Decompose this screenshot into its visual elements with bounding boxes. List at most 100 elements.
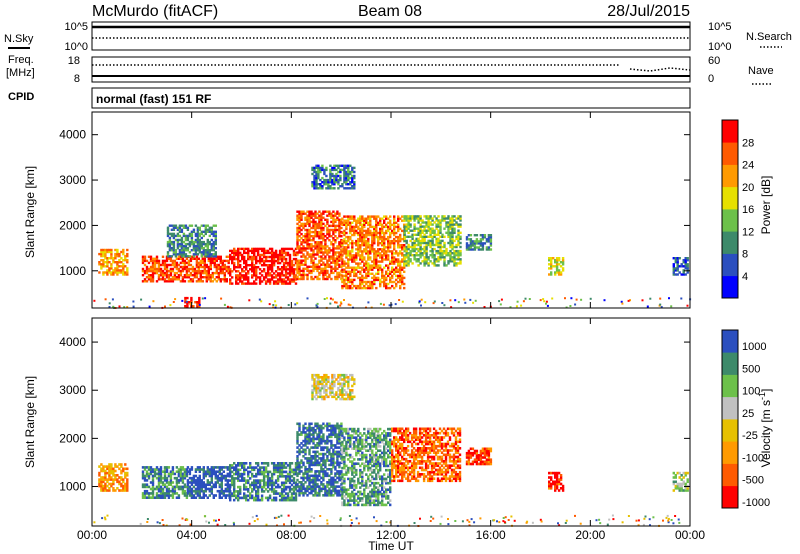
echo-cell	[361, 219, 364, 222]
echo-cell	[471, 242, 475, 245]
echo-cell	[423, 221, 426, 224]
echo-cell	[280, 251, 284, 255]
echo-cell	[188, 476, 192, 480]
echo-cell	[403, 266, 406, 269]
echo-cell	[409, 219, 412, 222]
echo-cell	[272, 490, 276, 493]
echo-cell	[377, 231, 380, 235]
echo-cell	[202, 481, 205, 484]
echo-cell	[322, 269, 325, 273]
echo-cell	[169, 472, 173, 476]
echo-cell	[198, 487, 201, 491]
echo-cell	[686, 265, 689, 268]
echo-cell	[686, 263, 689, 266]
echo-cell	[241, 276, 244, 279]
echo-cell	[363, 270, 366, 273]
echo-cell	[387, 266, 390, 269]
echo-cell	[300, 481, 303, 484]
echo-cell	[258, 485, 262, 489]
echo-cell	[334, 261, 337, 264]
echo-cell	[231, 276, 234, 279]
echo-cell	[168, 236, 172, 240]
echo-cell	[316, 422, 319, 426]
echo-cell	[357, 244, 360, 247]
echo-cell	[467, 248, 471, 251]
echo-cell	[447, 215, 450, 218]
echo-cell	[365, 231, 368, 235]
echo-cell	[231, 282, 234, 285]
echo-cell	[387, 229, 390, 233]
echo-cell	[455, 252, 458, 255]
echo-cell	[190, 494, 194, 497]
echo-cell	[266, 477, 270, 480]
echo-cell	[302, 444, 305, 447]
echo-cell	[387, 221, 390, 224]
echo-cell	[339, 176, 342, 180]
cpid-label: CPID	[8, 91, 34, 103]
echo-cell	[312, 489, 315, 493]
echo-cell	[110, 263, 113, 266]
echo-cell	[284, 282, 288, 285]
echo-cell	[191, 269, 195, 273]
echo-cell	[118, 305, 121, 308]
echo-cell	[177, 255, 181, 258]
echo-cell	[308, 247, 311, 250]
echo-cell	[338, 232, 341, 236]
echo-cell	[338, 265, 341, 268]
echo-cell	[345, 225, 348, 229]
echo-cell	[459, 215, 462, 218]
echo-cell	[385, 250, 388, 253]
echo-cell	[120, 261, 123, 264]
echo-cell	[211, 276, 214, 279]
echo-cell	[373, 258, 376, 261]
echo-cell	[193, 276, 197, 279]
echo-cell	[322, 455, 325, 458]
echo-cell	[415, 247, 418, 251]
echo-cell	[266, 251, 270, 255]
echo-cell	[399, 260, 402, 263]
echo-cell	[208, 481, 211, 484]
echo-cell	[132, 305, 135, 308]
echo-cell	[298, 263, 301, 266]
echo-cell	[169, 259, 173, 263]
echo-cell	[286, 278, 290, 281]
echo-cell	[341, 494, 344, 498]
echo-cell	[253, 270, 256, 273]
echo-cell	[324, 463, 327, 467]
echo-cell	[469, 242, 473, 245]
echo-cell	[379, 227, 382, 231]
echo-cell	[213, 259, 216, 263]
echo-cell	[245, 276, 248, 279]
echo-cell	[233, 257, 236, 261]
echo-cell	[237, 494, 240, 498]
echo-cell	[447, 231, 450, 234]
echo-cell	[324, 265, 327, 268]
echo-cell	[457, 239, 460, 243]
echo-cell	[239, 280, 242, 283]
echo-cell	[308, 478, 311, 482]
echo-cell	[310, 235, 313, 238]
echo-cell	[183, 470, 187, 473]
echo-cell	[385, 272, 388, 275]
echo-cell	[194, 234, 198, 238]
echo-cell	[330, 433, 333, 436]
echo-cell	[108, 271, 111, 274]
echo-cell	[316, 485, 319, 488]
echo-cell	[112, 474, 115, 477]
echo-cell	[253, 479, 256, 482]
echo-cell	[475, 246, 479, 249]
echo-cell	[322, 472, 325, 475]
echo-cell	[318, 491, 321, 495]
echo-cell	[379, 231, 382, 235]
echo-cell	[290, 492, 294, 495]
echo-cell	[332, 261, 335, 264]
echo-cell	[341, 258, 344, 261]
echo-cell	[239, 266, 242, 269]
echo-cell	[369, 282, 372, 286]
echo-cell	[296, 243, 299, 246]
echo-cell	[421, 221, 424, 224]
echo-cell	[159, 466, 163, 469]
echo-cell	[337, 166, 340, 170]
echo-cell	[98, 480, 101, 484]
echo-cell	[324, 247, 327, 250]
